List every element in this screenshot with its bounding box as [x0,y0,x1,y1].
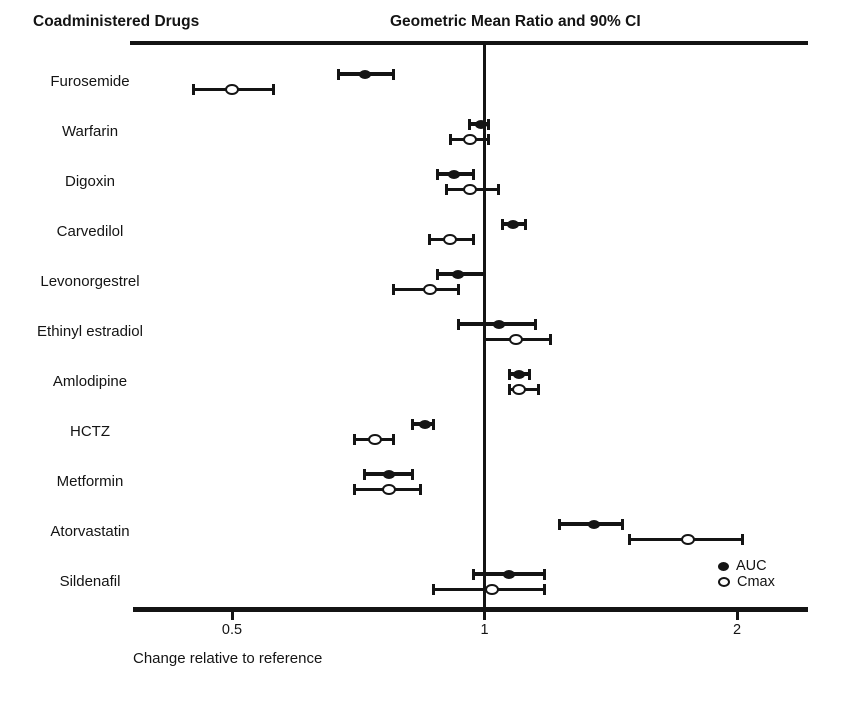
carvedilol-auc-marker [506,219,519,229]
reference-line [483,45,486,611]
carvedilol-auc-ci-cap [500,218,504,230]
ethinyl-estradiol-cmax-marker [508,333,523,345]
hctz-cmax-marker [367,433,382,445]
sildenafil-auc-ci-cap [471,568,475,580]
amlodipine-cmax-marker [512,383,527,395]
sildenafil-cmax-ci-cap [432,583,436,595]
furosemide-cmax-marker [225,83,239,95]
drug-label-metformin: Metformin [56,472,124,490]
furosemide-auc-ci-cap [392,68,396,80]
auc-filled-circle-icon [718,561,729,571]
sildenafil-cmax-ci-cap [543,583,547,595]
digoxin-cmax-ci-cap [444,183,448,195]
levonorgestrel-cmax-ci-cap [456,283,460,295]
drug-label-amlodipine: Amlodipine [52,372,128,390]
ethinyl-estradiol-cmax-ci-cap [483,333,486,345]
levonorgestrel-auc-ci-cap [436,268,440,280]
drug-label-hctz: HCTZ [70,422,110,440]
levonorgestrel-cmax-ci-cap [392,283,396,295]
x-tick [483,612,486,620]
x-tick [735,612,739,620]
drug-label-warfarin: Warfarin [61,122,119,140]
amlodipine-cmax-ci-cap [537,383,541,395]
sildenafil-cmax-marker [484,583,499,595]
drug-label-sildenafil: Sildenafil [59,572,121,590]
drug-label-furosemide: Furosemide [50,72,130,90]
amlodipine-auc-marker [513,369,526,379]
hctz-cmax-ci-cap [353,433,357,445]
header-separator-line [130,41,808,45]
x-axis-label: Change relative to reference [133,650,323,667]
digoxin-cmax-marker [462,183,477,195]
legend: AUC Cmax [718,558,775,590]
atorvastatin-cmax-ci-cap [628,533,632,545]
carvedilol-cmax-ci-cap [428,233,432,245]
levonorgestrel-auc-ci-cap [483,268,486,280]
levonorgestrel-cmax-marker [422,283,437,295]
amlodipine-auc-ci-cap [527,368,531,380]
atorvastatin-auc-ci-cap [620,518,624,530]
metformin-auc-ci-cap [363,468,367,480]
digoxin-auc-ci-cap [471,168,475,180]
warfarin-auc-ci-cap [486,118,490,130]
atorvastatin-auc-marker [587,519,600,529]
legend-item-auc: AUC [718,558,775,574]
metformin-auc-marker [383,469,396,479]
legend-item-cmax: Cmax [718,574,775,590]
drug-label-carvedilol: Carvedilol [56,222,124,240]
amlodipine-auc-ci-cap [507,368,511,380]
drug-label-ethinyl-estradiol: Ethinyl estradiol [37,322,143,340]
x-tick-label: 2 [732,622,742,638]
atorvastatin-auc-ci-cap [558,518,562,530]
ethinyl-estradiol-auc-ci-cap [456,318,460,330]
furosemide-auc-ci-cap [337,68,341,80]
metformin-auc-ci-cap [410,468,414,480]
ethinyl-estradiol-auc-ci-cap [533,318,537,330]
hctz-auc-ci-cap [410,418,414,430]
warfarin-auc-ci-cap [468,118,472,130]
atorvastatin-cmax-marker [681,533,696,545]
hctz-auc-marker [419,419,432,429]
warfarin-cmax-ci-cap [448,133,452,145]
legend-label-auc: AUC [736,558,767,574]
column-header-drugs: Coadministered Drugs [33,13,200,30]
metformin-cmax-ci-cap [419,483,423,495]
sildenafil-auc-ci-cap [543,568,547,580]
digoxin-auc-ci-cap [436,168,440,180]
digoxin-auc-marker [448,169,461,179]
legend-label-cmax: Cmax [737,574,775,590]
carvedilol-auc-ci-cap [524,218,528,230]
sildenafil-auc-marker [503,569,516,579]
digoxin-cmax-ci-cap [497,183,501,195]
chart-title: Geometric Mean Ratio and 90% CI [390,13,641,30]
drug-label-digoxin: Digoxin [64,172,116,190]
hctz-auc-ci-cap [432,418,436,430]
metformin-cmax-marker [382,483,397,495]
warfarin-cmax-marker [462,133,477,145]
atorvastatin-cmax-ci-cap [740,533,744,545]
hctz-cmax-ci-cap [392,433,396,445]
drug-label-atorvastatin: Atorvastatin [50,522,130,540]
drug-label-levonorgestrel: Levonorgestrel [40,272,140,290]
warfarin-auc-marker [474,119,487,129]
warfarin-cmax-ci-cap [486,133,490,145]
x-tick-label: 1 [480,622,489,638]
cmax-open-circle-icon [718,577,730,587]
amlodipine-cmax-ci-cap [507,383,511,395]
carvedilol-cmax-marker [443,233,458,245]
furosemide-cmax-ci-cap [271,83,275,95]
furosemide-cmax-ci-cap [192,83,196,95]
x-axis-line [133,607,808,612]
ethinyl-estradiol-auc-marker [492,319,505,329]
x-tick [230,612,234,620]
ethinyl-estradiol-cmax-ci-cap [549,333,553,345]
carvedilol-cmax-ci-cap [471,233,475,245]
metformin-cmax-ci-cap [353,483,357,495]
furosemide-auc-marker [358,69,371,79]
levonorgestrel-auc-marker [452,269,465,279]
x-tick-label: 0.5 [221,622,243,638]
